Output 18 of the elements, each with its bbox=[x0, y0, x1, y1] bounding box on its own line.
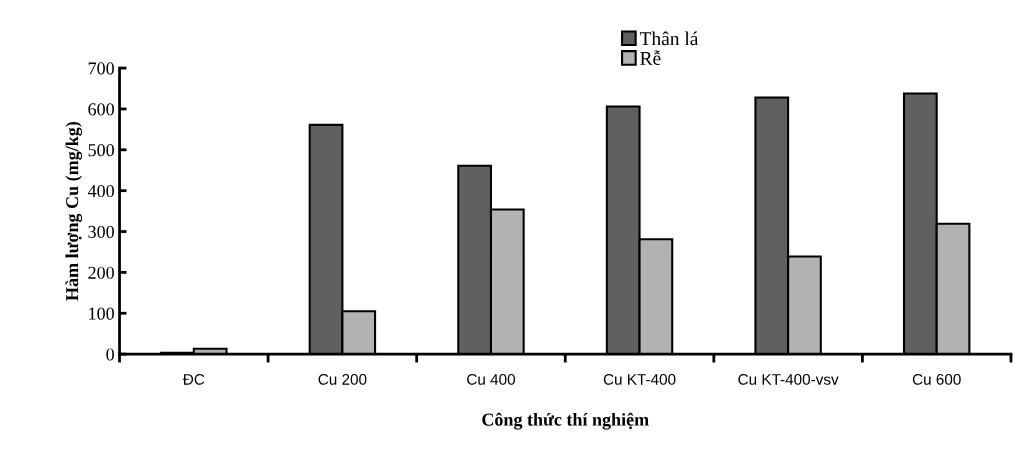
legend-label: Rễ bbox=[640, 50, 661, 65]
x-tick-label: ĐC bbox=[182, 373, 205, 385]
y-axis-title: Hàm lượng Cu (mg/kg) bbox=[65, 121, 83, 301]
x-axis-title: Công thức thí nghiệm bbox=[482, 412, 649, 430]
y-tick-label: 200 bbox=[88, 266, 114, 279]
y-tick-label: 0 bbox=[106, 348, 114, 361]
x-tick-label: Cu KT-400 bbox=[603, 373, 676, 385]
x-tick-label: Cu KT-400-vsv bbox=[738, 373, 839, 385]
y-tick-label: 400 bbox=[87, 184, 114, 198]
y-tick-label: 600 bbox=[88, 103, 114, 116]
legend-label: Thân lá bbox=[639, 31, 699, 46]
x-tick-label: Cu 400 bbox=[467, 373, 515, 385]
y-tick-label: 100 bbox=[89, 307, 114, 320]
x-tick-label: Cu 200 bbox=[318, 373, 367, 385]
y-tick-label: 700 bbox=[88, 62, 114, 75]
y-tick-label: 300 bbox=[88, 225, 114, 238]
x-tick-label: Cu 600 bbox=[912, 373, 961, 385]
y-tick-label: 500 bbox=[88, 144, 114, 157]
